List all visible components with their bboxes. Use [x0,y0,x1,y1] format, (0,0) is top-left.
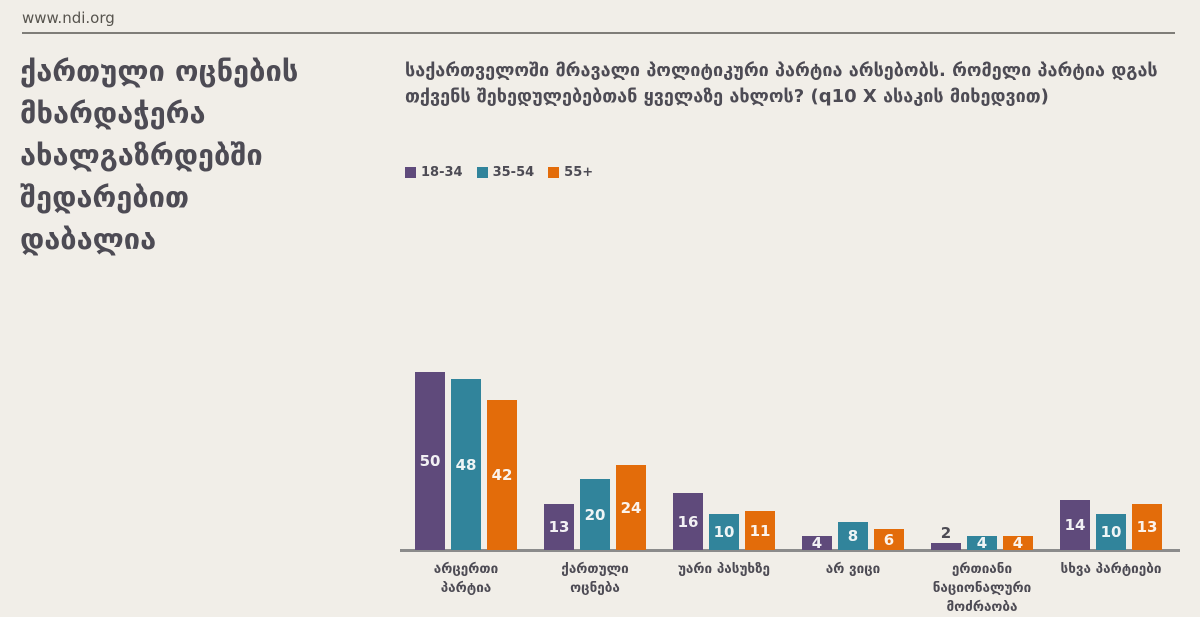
legend-swatch-55-plus [548,167,560,178]
bar-value-label: 2 [940,524,952,542]
bar-18-34-cat5: 2 [931,524,961,550]
legend-swatch-35-54 [476,167,488,178]
bar-18-34-cat4: 4 [802,534,832,552]
category-label-2: ქართული ოცნება [561,561,629,596]
legend-item-55-plus: 55+ [548,165,593,180]
bar-35-54-cat3: 10 [709,514,739,550]
bar-55+-cat3: 11 [745,511,775,550]
bar-35-54-cat4: 8 [838,522,868,550]
bar-value-label: 50 [419,452,441,470]
bar-35-54-cat1: 48 [451,379,481,550]
category-label-6: სხვა პარტიები [1060,561,1162,577]
bar-35-54-cat6: 10 [1096,514,1126,550]
bar-value-label: 24 [620,498,642,517]
bar-35-54-cat2: 20 [580,479,610,550]
bar-value-label: 4 [1012,534,1024,552]
bar-value-label: 13 [1136,518,1158,536]
bar-value-label: 8 [847,527,859,545]
bar-18-34-cat2: 13 [544,504,574,550]
bar-55+-cat6: 13 [1132,504,1162,550]
bar-value-label: 16 [677,512,699,531]
legend-item-18-34: 18-34 [405,165,463,180]
bar-value-label: 10 [713,523,735,541]
legend-label-55-plus: 55+ [564,165,594,180]
bar-value-label: 4 [811,534,823,552]
legend-swatch-18-34 [405,167,416,178]
bar-35-54-cat5: 4 [967,534,997,552]
slide-title: ქართული ოცნების მხარდაჭერა ახალგაზრდებში… [20,54,299,256]
legend-label-35-54: 35-54 [492,165,535,180]
legend-label-18-34: 18-34 [421,165,463,180]
bar-55+-cat1: 42 [487,400,517,550]
bar-value-label: 20 [584,505,606,524]
bar-18-34-cat6: 14 [1060,500,1090,550]
header-divider [22,32,1175,34]
bar-value-label: 4 [976,534,988,552]
category-label-3: უარი პასუხზე [677,561,771,577]
bar-55+-cat2: 24 [616,465,646,550]
chart-legend: 18-34 35-54 55+ [405,165,593,180]
category-label-4: არ ვიცი [825,561,881,577]
bar-18-34-cat1: 50 [415,372,445,550]
bar-value-label: 48 [455,455,477,474]
bar-value-label: 13 [548,518,570,536]
bar-value-label: 10 [1100,523,1122,541]
bar-18-34-cat3: 16 [673,493,703,550]
category-label-1: არცერთი პარტია [433,561,499,596]
bar-55+-cat4: 6 [874,529,904,550]
legend-item-35-54: 35-54 [476,165,535,180]
bar-value-label: 42 [491,466,513,484]
site-url: www.ndi.org [22,9,115,27]
chart-question-title: საქართველოში მრავალი პოლიტიკური პარტია ა… [405,60,1158,107]
bar-value-label: 11 [749,521,771,540]
bar-55+-cat5: 4 [1003,534,1033,552]
bar-value-label: 6 [883,530,895,549]
category-label-5: ერთიანი ნაციონალური მოძრაობა [932,561,1032,615]
x-axis-line [400,549,1180,552]
bar-value-label: 14 [1064,516,1086,534]
